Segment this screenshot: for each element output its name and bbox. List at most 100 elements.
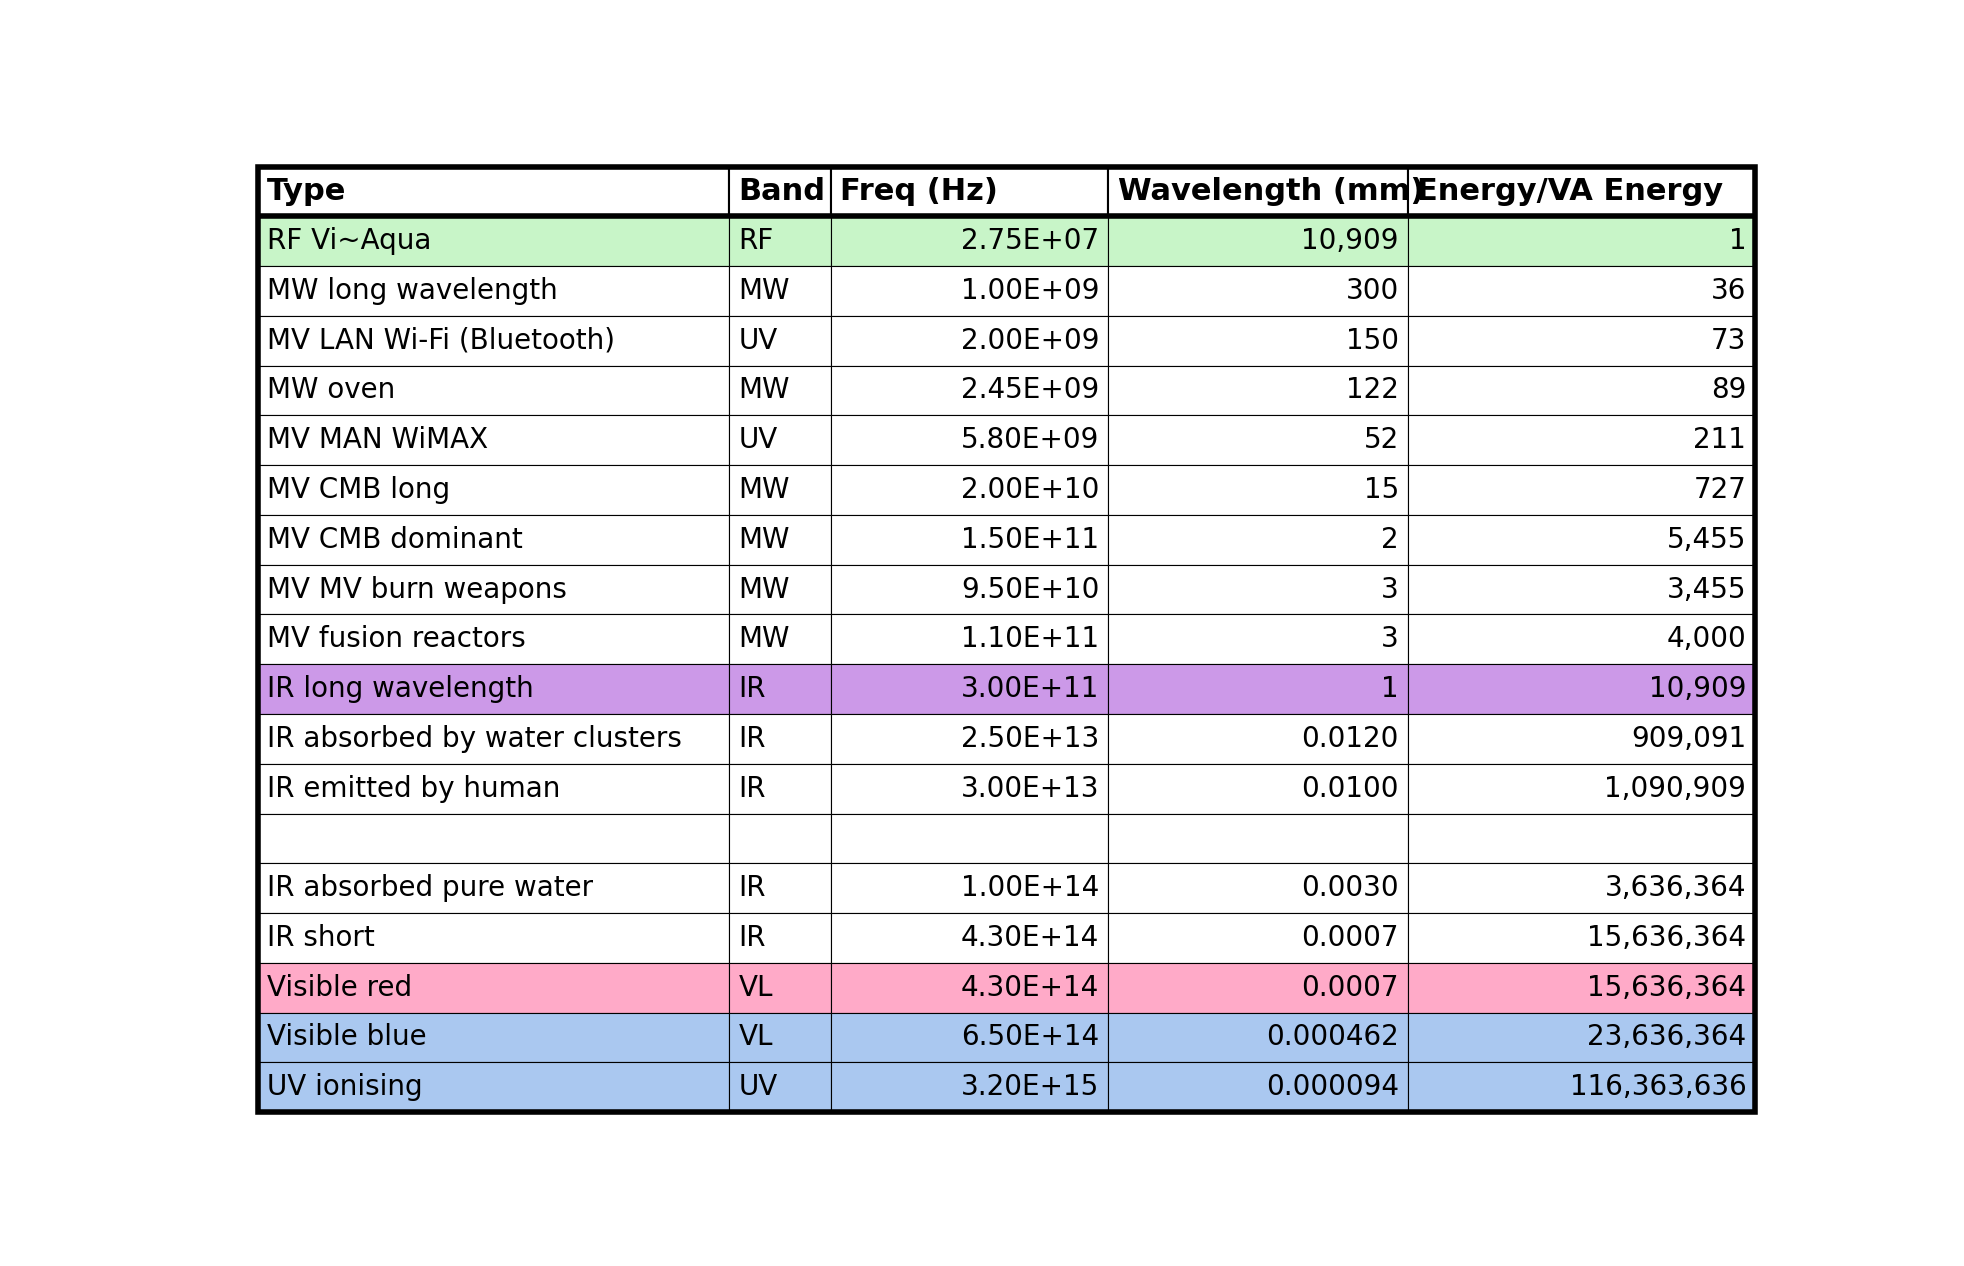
- Bar: [831, 963, 1108, 1013]
- Bar: [257, 863, 729, 913]
- Bar: [257, 963, 729, 1013]
- Bar: [1408, 565, 1756, 614]
- Bar: [1108, 366, 1408, 415]
- Text: 2: 2: [1381, 525, 1398, 553]
- Bar: [1408, 415, 1756, 465]
- Bar: [1108, 315, 1408, 366]
- Bar: [257, 1013, 729, 1062]
- Text: 15,636,364: 15,636,364: [1587, 974, 1746, 1001]
- Bar: [1108, 415, 1408, 465]
- Bar: [257, 515, 729, 565]
- Text: MV CMB dominant: MV CMB dominant: [267, 525, 522, 553]
- Bar: [831, 763, 1108, 814]
- Bar: [729, 1013, 831, 1062]
- Text: 15: 15: [1363, 476, 1398, 504]
- Bar: [257, 814, 729, 863]
- Bar: [831, 614, 1108, 665]
- Bar: [257, 465, 729, 515]
- Text: 4.30E+14: 4.30E+14: [960, 974, 1100, 1001]
- Bar: [1108, 266, 1408, 315]
- Bar: [729, 665, 831, 714]
- Text: MW: MW: [738, 476, 790, 504]
- Bar: [729, 913, 831, 963]
- Text: 0.0007: 0.0007: [1302, 974, 1398, 1001]
- Text: MW: MW: [738, 576, 790, 604]
- Bar: [1108, 863, 1408, 913]
- Bar: [831, 714, 1108, 763]
- Text: 23,636,364: 23,636,364: [1587, 1023, 1746, 1052]
- Text: 2.75E+07: 2.75E+07: [960, 227, 1100, 256]
- Text: 1: 1: [1728, 227, 1746, 256]
- Bar: [831, 863, 1108, 913]
- Text: 1.00E+14: 1.00E+14: [960, 874, 1100, 903]
- Text: 5,455: 5,455: [1667, 525, 1746, 553]
- Bar: [257, 415, 729, 465]
- Bar: [831, 515, 1108, 565]
- Text: 3,455: 3,455: [1667, 576, 1746, 604]
- Text: 0.0030: 0.0030: [1302, 874, 1398, 903]
- Bar: [831, 565, 1108, 614]
- Bar: [729, 714, 831, 763]
- Bar: [1408, 1062, 1756, 1112]
- Text: 52: 52: [1363, 427, 1398, 454]
- Bar: [1108, 714, 1408, 763]
- Text: IR emitted by human: IR emitted by human: [267, 775, 560, 803]
- Bar: [831, 366, 1108, 415]
- Text: 0.000462: 0.000462: [1267, 1023, 1398, 1052]
- Text: 3,636,364: 3,636,364: [1605, 874, 1746, 903]
- Text: IR short: IR short: [267, 924, 375, 952]
- Text: IR long wavelength: IR long wavelength: [267, 675, 534, 703]
- Text: IR: IR: [738, 725, 766, 753]
- Text: Freq (Hz): Freq (Hz): [841, 177, 998, 206]
- Bar: [257, 763, 729, 814]
- Bar: [1408, 763, 1756, 814]
- Text: UV: UV: [738, 427, 778, 454]
- Bar: [831, 266, 1108, 315]
- Text: 211: 211: [1693, 427, 1746, 454]
- Text: RF Vi~Aqua: RF Vi~Aqua: [267, 227, 432, 256]
- Text: IR absorbed by water clusters: IR absorbed by water clusters: [267, 725, 682, 753]
- Text: 122: 122: [1345, 376, 1398, 405]
- Text: UV: UV: [738, 1074, 778, 1101]
- Text: Wavelength (mm): Wavelength (mm): [1118, 177, 1424, 206]
- Text: 0.0100: 0.0100: [1302, 775, 1398, 803]
- Bar: [1108, 515, 1408, 565]
- Bar: [257, 913, 729, 963]
- Text: 4.30E+14: 4.30E+14: [960, 924, 1100, 952]
- Bar: [729, 216, 831, 266]
- Bar: [831, 1013, 1108, 1062]
- Text: 0.000094: 0.000094: [1267, 1074, 1398, 1101]
- Bar: [1108, 565, 1408, 614]
- Bar: [1108, 963, 1408, 1013]
- Text: 5.80E+09: 5.80E+09: [960, 427, 1100, 454]
- Bar: [729, 315, 831, 366]
- Bar: [1408, 614, 1756, 665]
- Text: 9.50E+10: 9.50E+10: [960, 576, 1100, 604]
- Bar: [257, 167, 729, 216]
- Bar: [831, 415, 1108, 465]
- Text: Visible red: Visible red: [267, 974, 412, 1001]
- Bar: [831, 216, 1108, 266]
- Text: 3.00E+11: 3.00E+11: [960, 675, 1100, 703]
- Bar: [1408, 913, 1756, 963]
- Text: 3: 3: [1381, 576, 1398, 604]
- Text: 2.00E+10: 2.00E+10: [960, 476, 1100, 504]
- Bar: [257, 366, 729, 415]
- Bar: [1408, 315, 1756, 366]
- Bar: [1408, 167, 1756, 216]
- Text: 73: 73: [1711, 327, 1746, 354]
- Text: 1.00E+09: 1.00E+09: [960, 277, 1100, 305]
- Bar: [831, 814, 1108, 863]
- Bar: [257, 565, 729, 614]
- Bar: [831, 913, 1108, 963]
- Bar: [1408, 963, 1756, 1013]
- Text: Visible blue: Visible blue: [267, 1023, 426, 1052]
- Bar: [729, 863, 831, 913]
- Text: MV CMB long: MV CMB long: [267, 476, 450, 504]
- Text: MW: MW: [738, 277, 790, 305]
- Bar: [729, 963, 831, 1013]
- Bar: [257, 665, 729, 714]
- Bar: [1408, 465, 1756, 515]
- Text: VL: VL: [738, 1023, 774, 1052]
- Text: IR: IR: [738, 775, 766, 803]
